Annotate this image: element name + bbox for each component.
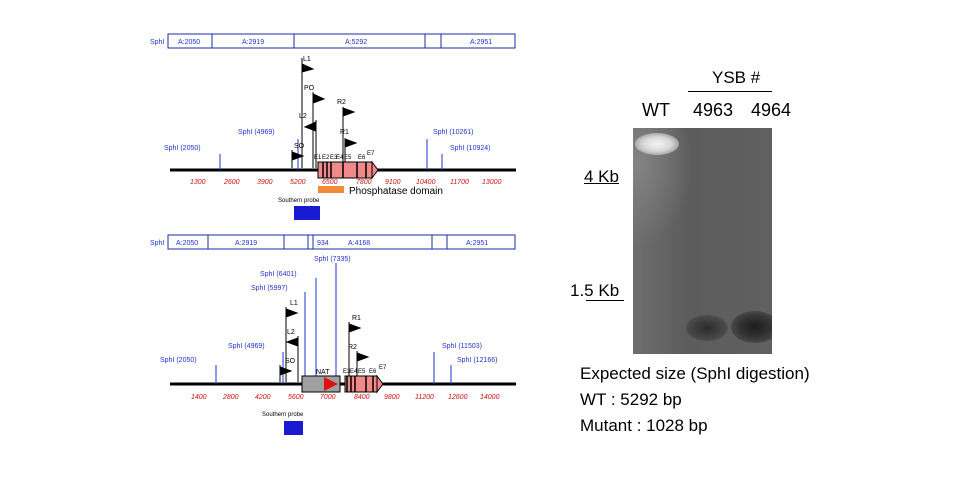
segment-label: A:2919: [242, 39, 264, 46]
svg-text:2600: 2600: [223, 179, 240, 186]
exon-label: E5: [358, 369, 366, 375]
tick-labels: 1400 2800 4200 5600 7000 8400 9800 11200…: [191, 394, 500, 401]
caption-wt-size: WT : 5292 bp: [580, 390, 682, 409]
svg-text:6500: 6500: [322, 179, 338, 186]
southern-probe-label: Southern probe: [262, 412, 304, 418]
svg-text:9800: 9800: [384, 394, 400, 401]
exon-label: E2: [322, 155, 330, 161]
svg-text:7000: 7000: [320, 394, 336, 401]
southern-probe-bar: [284, 421, 303, 435]
segment-label: A:2050: [176, 240, 198, 247]
exon-label: E3: [330, 155, 338, 161]
primer-label: R1: [340, 129, 349, 136]
sphi-site-label: SphI (5997): [251, 285, 288, 292]
exon-label: E6: [369, 369, 377, 375]
exon-block: [344, 375, 378, 393]
marker-4kb: 4 Kb: [584, 167, 619, 186]
nat-cassette: [301, 375, 341, 393]
primer-label: L2: [299, 113, 307, 120]
segment-sphi: SphI: [150, 240, 164, 247]
primer-label: R2: [337, 99, 346, 106]
primer-label: SO: [294, 143, 305, 150]
svg-text:13000: 13000: [482, 179, 502, 186]
segment-bar: [167, 234, 516, 250]
svg-text:9100: 9100: [385, 179, 401, 186]
sphi-site-label: SphI (12166): [457, 357, 497, 364]
sphi-site-label: SphI (2050): [160, 357, 197, 364]
sphi-site-label: SphI (2050): [164, 145, 201, 152]
southern-blot-panel: YSB # WT 4963 4964 4 Kb 1.5 Kb Expected …: [560, 55, 960, 455]
primer-label: R2: [348, 344, 357, 351]
exon-label: E4: [336, 155, 344, 161]
caption-mutant-size: Mutant : 1028 bp: [580, 416, 708, 435]
segment-sphi: SphI: [150, 39, 164, 46]
sphi-site-label: SphI (10924): [450, 145, 490, 152]
svg-text:3900: 3900: [257, 179, 273, 186]
segment-label: A:5292: [345, 39, 367, 46]
segment-label: 934: [317, 240, 329, 247]
sphi-site-label: SphI (4969): [238, 129, 275, 136]
lane-label-4964: 4964: [751, 100, 792, 120]
phosphatase-domain-bar: [318, 186, 344, 193]
group-underline: [688, 91, 772, 92]
exon-label: E4: [350, 369, 358, 375]
svg-text:1300: 1300: [190, 179, 206, 186]
primer-label: L1: [303, 56, 311, 63]
primer-label: L1: [290, 300, 298, 307]
marker-1-5kb: 1.5 Kb: [570, 281, 620, 300]
southern-probe-label: Southern probe: [278, 198, 320, 204]
lane-label-wt: WT: [642, 100, 670, 120]
exon-label: E1: [314, 155, 322, 161]
exon-label: E3: [343, 369, 351, 375]
svg-text:8400: 8400: [354, 394, 370, 401]
svg-text:11700: 11700: [450, 179, 469, 186]
svg-text:5200: 5200: [290, 179, 306, 186]
marker-1-5kb-underline: [586, 300, 624, 301]
svg-text:4200: 4200: [255, 394, 271, 401]
wt-band: [635, 133, 679, 155]
sphi-site-label: SphI (4969): [228, 343, 265, 350]
primer-label: SO: [285, 358, 296, 365]
svg-text:1400: 1400: [191, 394, 207, 401]
svg-text:7800: 7800: [356, 179, 372, 186]
nat-arrow: [324, 377, 338, 391]
lane-label-4963: 4963: [693, 100, 734, 120]
tick-labels: 1300 2600 3900 5200 6500 7800 9100 10400…: [190, 179, 502, 186]
exon-label: E5: [344, 155, 352, 161]
4964-band: [731, 311, 772, 343]
caption-expected-size: Expected size (SphI digestion): [580, 364, 810, 383]
segment-label: A:2951: [470, 39, 492, 46]
4963-band: [686, 315, 728, 341]
ysb-group-label: YSB #: [712, 68, 761, 87]
svg-text:5600: 5600: [288, 394, 304, 401]
sphi-site-label: SphI (6401): [260, 271, 297, 278]
sphi-site-label: SphI (7335): [314, 256, 351, 263]
segment-bar: [167, 33, 516, 49]
segment-label: A:2050: [178, 39, 200, 46]
primer-label: L2: [287, 329, 295, 336]
svg-text:2800: 2800: [222, 394, 239, 401]
gene-maps: SphI A:2050 A:2919 A:5292 A:2951 SphI (2…: [150, 33, 516, 435]
primer-label: PO: [304, 85, 315, 92]
blot-image: [633, 128, 772, 354]
svg-text:10400: 10400: [416, 179, 436, 186]
exon-label: E6: [358, 155, 366, 161]
sphi-site-label: SphI (10261): [433, 129, 473, 136]
segment-label: A:4168: [348, 240, 370, 247]
exon-label: E7: [367, 151, 375, 157]
map-bottom: SphI A:2050 A:2919 934 A:4168 A:2951 Sph…: [150, 234, 516, 435]
phosphatase-domain-label: Phosphatase domain: [349, 186, 443, 197]
svg-text:14000: 14000: [480, 394, 500, 401]
southern-probe-bar: [294, 206, 320, 220]
segment-label: A:2951: [466, 240, 488, 247]
map-top: SphI A:2050 A:2919 A:5292 A:2951 SphI (2…: [150, 33, 516, 220]
primer-label: R1: [352, 315, 361, 322]
nat-label: NAT: [316, 369, 330, 376]
exon-label: E7: [379, 365, 387, 371]
exon-block: [317, 161, 373, 179]
sphi-site-label: SphI (11503): [442, 343, 482, 350]
segment-label: A:2919: [235, 240, 257, 247]
svg-text:12600: 12600: [448, 394, 468, 401]
svg-text:11200: 11200: [415, 394, 434, 401]
